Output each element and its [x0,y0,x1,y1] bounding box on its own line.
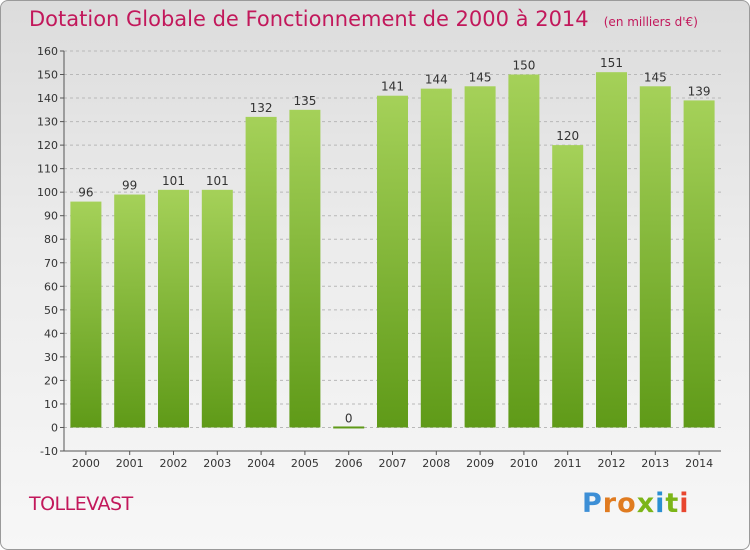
y-tick-label: 150 [37,69,58,82]
chart-title-row: Dotation Globale de Fonctionnement de 20… [29,7,698,31]
x-tick-label: 2014 [685,457,713,470]
commune-name: TOLLEVAST [29,493,133,515]
bar-2010 [508,74,540,428]
y-tick-label: 110 [37,163,58,176]
y-tick-label: 120 [37,139,58,152]
y-tick-label: 140 [37,92,58,105]
y-tick-label: 70 [44,257,58,270]
value-label: 139 [688,84,711,98]
x-tick-label: 2010 [510,457,538,470]
value-label: 99 [122,179,137,193]
y-tick-label: 0 [51,421,58,434]
value-label: 101 [162,174,185,188]
value-label: 120 [556,129,579,143]
y-tick-label: -10 [40,445,58,458]
bars [70,72,715,429]
proxiti-logo: Proxiti [582,488,690,519]
y-tick-label: 30 [44,351,58,364]
x-tick-label: 2013 [641,457,669,470]
bar-2006 [333,426,365,429]
bar-2012 [596,72,627,428]
x-tick-label: 2000 [72,457,100,470]
value-labels: 96 99 101 101 132 135 0 141 144 145 150 120 151 145 13… [78,56,710,425]
x-tick-label: 2006 [335,457,363,470]
bar-2013 [639,86,671,428]
bar-2009 [464,86,496,428]
unit-note: (en milliers d'€) [603,15,698,29]
bar-2000 [70,201,102,428]
x-tick-label: 2008 [422,457,450,470]
x-tick-label: 2005 [291,457,319,470]
x-tick-label: 2001 [116,457,144,470]
bar-2008 [420,88,452,428]
value-label: 145 [469,70,492,84]
axes: -10 0 10 20 30 40 50 60 70 80 90 100 110 120 130 140 150… [37,45,721,470]
y-tick-label: 40 [44,327,58,340]
value-label: 144 [425,73,448,87]
y-tick-label: 10 [44,398,58,411]
bar-2001 [114,194,146,428]
y-tick-label: 50 [44,304,58,317]
y-tick-label: 20 [44,374,58,387]
value-label: 101 [206,174,229,188]
bar-2005 [289,109,321,428]
y-tick-label: 100 [37,186,58,199]
y-tick-label: 90 [44,210,58,223]
value-label: 0 [345,411,353,425]
x-tick-label: 2011 [554,457,582,470]
value-label: 132 [250,101,273,115]
x-tick-label: 2012 [598,457,626,470]
value-label: 151 [600,56,623,70]
y-tick-label: 160 [37,45,58,58]
x-tick-label: 2003 [203,457,231,470]
bar-2011 [552,145,584,428]
x-tick-label: 2002 [160,457,188,470]
value-label: 150 [512,59,535,73]
x-tick-label: 2007 [379,457,407,470]
bar-2003 [201,189,233,428]
value-label: 145 [644,70,667,84]
chart-title: Dotation Globale de Fonctionnement de 20… [29,7,589,31]
bar-2007 [377,95,408,428]
y-tick-label: 60 [44,280,58,293]
y-tick-label: 130 [37,116,58,129]
bar-2002 [158,189,189,428]
value-label: 141 [381,80,404,94]
bar-2004 [245,116,277,428]
bar-2014 [683,100,715,428]
value-label: 96 [78,186,93,200]
x-tick-label: 2004 [247,457,275,470]
x-tick-label: 2009 [466,457,494,470]
y-tick-label: 80 [44,233,58,246]
value-label: 135 [293,94,316,108]
